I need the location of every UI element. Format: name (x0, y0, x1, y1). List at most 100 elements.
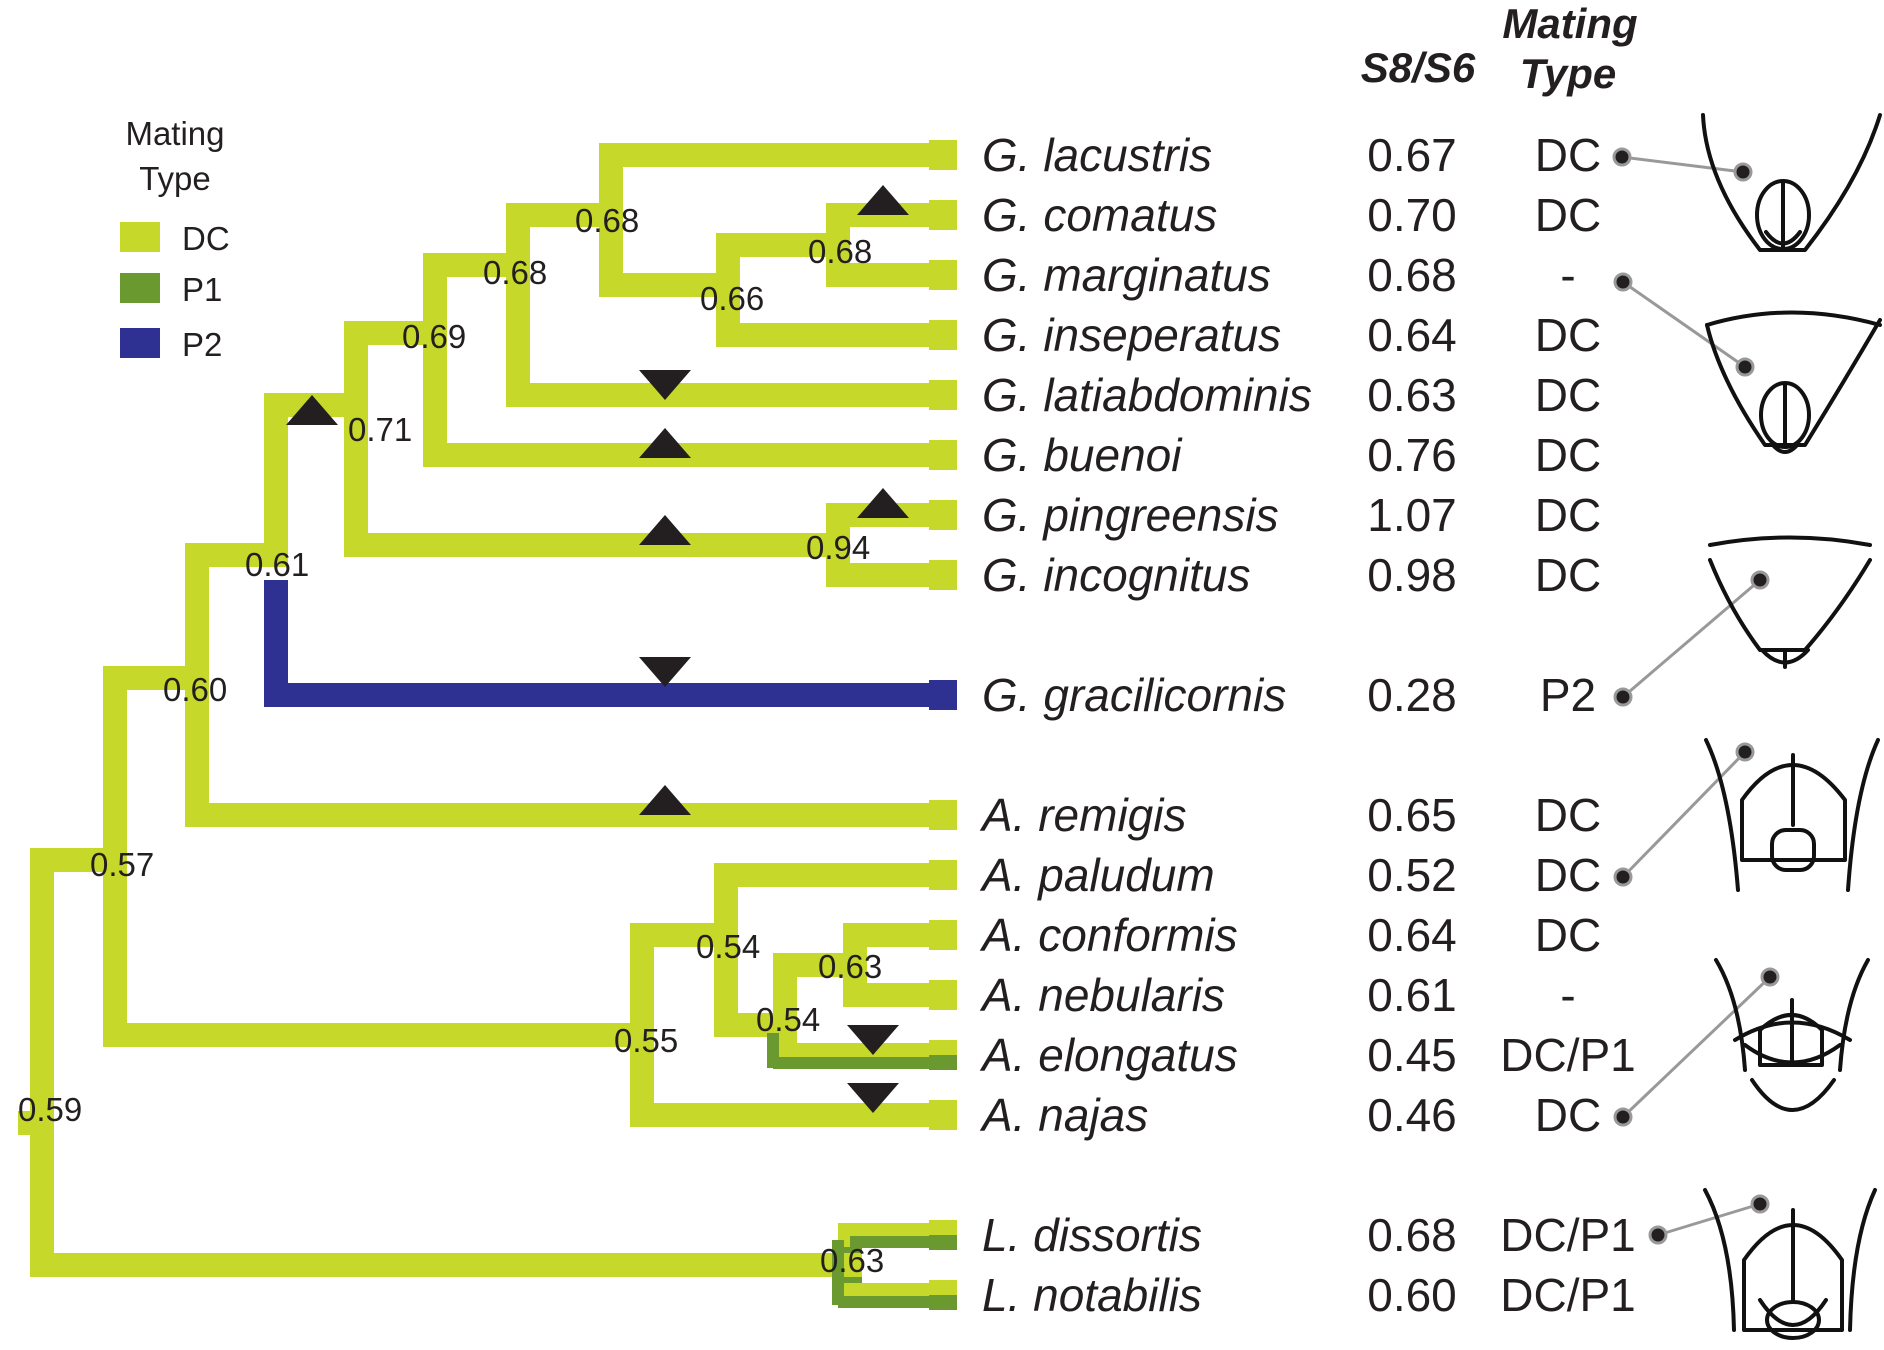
taxon-row: A. najas 0.46 DC (979, 1089, 1601, 1141)
leader-end-dot-a-najas (1760, 967, 1780, 987)
species-name: G. lacustris (982, 129, 1212, 181)
species-name: L. dissortis (982, 1209, 1202, 1261)
node-label-gerris-remigis: 0.60 (163, 671, 227, 708)
legend-title-line2: Type (139, 160, 211, 197)
node-label-root: 0.59 (18, 1091, 82, 1128)
mating-type-value: DC/P1 (1500, 1209, 1635, 1261)
leader-end-dot-g-lacustris (1733, 162, 1753, 182)
mating-type-value: DC (1535, 1089, 1601, 1141)
node-label-aquarius-conformis-clade: 0.54 (756, 1001, 820, 1038)
shift-up-triangle-gerris-dc-clade (286, 395, 338, 425)
leader-start-dot-a-paludum (1613, 867, 1633, 887)
abdomen-drawing-l-dissortis (1703, 1188, 1877, 1340)
node-label-aquarius-clade: 0.55 (614, 1022, 678, 1059)
ratio-value: 0.45 (1367, 1029, 1457, 1081)
legend-title-line1: Mating (125, 115, 224, 152)
mating-type-value: - (1560, 969, 1575, 1021)
leaf-marker-p1-a-elongatus (929, 1055, 957, 1070)
ratio-value: 0.52 (1367, 849, 1457, 901)
node-label-pingreensis-incognitus: 0.94 (806, 529, 870, 566)
leader-start-dot-l-dissortis (1648, 1225, 1668, 1245)
ratio-value: 1.07 (1367, 489, 1457, 541)
taxon-row: A. remigis 0.65 DC (979, 789, 1601, 841)
taxon-row: G. pingreensis 1.07 DC (982, 489, 1601, 541)
leader-end-dot-a-paludum (1735, 742, 1755, 762)
ratio-value: 0.60 (1367, 1269, 1457, 1321)
node-label-gerris-core: 0.61 (245, 546, 309, 583)
abdomen-drawing-g-marginatus (1705, 310, 1882, 454)
leader-line-a-paludum (1621, 750, 1747, 879)
taxon-row: A. paludum 0.52 DC (979, 849, 1601, 901)
shift-down-triangle-a-elongatus (847, 1025, 899, 1055)
legend-label-p2: P2 (182, 326, 222, 363)
mating-type-value: DC (1535, 789, 1601, 841)
shift-up-triangle-a-remigis (639, 785, 691, 815)
mating-type-value: DC (1535, 369, 1601, 421)
taxon-row: L. notabilis 0.60 DC/P1 (982, 1269, 1636, 1321)
leaf-marker-p1-l-dissortis (929, 1235, 957, 1250)
ratio-value: 0.64 (1367, 309, 1457, 361)
legend-swatch-p2 (120, 328, 160, 358)
leader-start-dot-g-lacustris (1612, 147, 1632, 167)
mating-type-value: DC (1535, 909, 1601, 961)
taxon-row: G. buenoi 0.76 DC (982, 429, 1601, 481)
mating-type-value: DC (1535, 309, 1601, 361)
rate-shift-markers (286, 185, 909, 1113)
legend-label-p1: P1 (182, 271, 222, 308)
abdomen-drawing-g-lacustris (1701, 113, 1882, 252)
leader-end-dot-g-gracilicornis (1750, 570, 1770, 590)
leader-line-a-najas (1621, 975, 1772, 1119)
species-name: G. buenoi (982, 429, 1183, 481)
taxon-row: A. nebularis 0.61 - (979, 969, 1576, 1021)
taxon-row: G. gracilicornis 0.28 P2 (982, 669, 1596, 721)
ratio-value: 0.68 (1367, 1209, 1457, 1261)
leader-start-dot-g-marginatus (1613, 272, 1633, 292)
node-label-gerris-inseperatus-clade: 0.66 (700, 280, 764, 317)
shift-down-triangle-a-najas (847, 1083, 899, 1113)
shift-up-triangle-g-comatus (857, 185, 909, 215)
node-label-gerris-dc-clade: 0.71 (348, 411, 412, 448)
ratio-value: 0.46 (1367, 1089, 1457, 1141)
shift-down-triangle-g-gracilicornis (639, 657, 691, 687)
legend: Mating Type DC P1 P2 (120, 115, 230, 363)
node-label-comatus-marginatus: 0.68 (808, 233, 872, 270)
leaf-marker-g-pingreensis (929, 500, 957, 530)
leaf-marker-g-buenoi (929, 440, 957, 470)
taxon-row: G. incognitus 0.98 DC (982, 549, 1601, 601)
leader-line-g-lacustris (1621, 155, 1744, 174)
mating-type-value: DC (1535, 189, 1601, 241)
node-label-gerris-lacustris-clade: 0.68 (575, 202, 639, 239)
leader-start-dot-a-najas (1613, 1107, 1633, 1127)
species-name: A. remigis (979, 789, 1186, 841)
taxon-row: G. latiabdominis 0.63 DC (982, 369, 1601, 421)
ratio-value: 0.70 (1367, 189, 1457, 241)
column-headers: S8/S6 Mating Type (1361, 0, 1638, 97)
mating-column-header-line2: Type (1520, 50, 1616, 97)
phylogenetic-tree (18, 143, 952, 1308)
species-name: G. gracilicornis (982, 669, 1286, 721)
taxon-row: G. marginatus 0.68 - (982, 249, 1576, 301)
ratio-value: 0.63 (1367, 369, 1457, 421)
ratio-value: 0.61 (1367, 969, 1457, 1021)
species-name: G. comatus (982, 189, 1217, 241)
taxon-row: L. dissortis 0.68 DC/P1 (982, 1209, 1636, 1261)
ratio-value: 0.98 (1367, 549, 1457, 601)
abdomen-drawing-g-gracilicornis (1708, 535, 1872, 669)
leaf-state-markers (929, 140, 957, 1310)
species-name: G. incognitus (982, 549, 1250, 601)
shift-up-triangle-pingreensis-incognitus (639, 515, 691, 545)
leaf-marker-a-nebularis (929, 980, 957, 1010)
taxon-row: G. lacustris 0.67 DC (982, 129, 1601, 181)
taxon-row: G. inseperatus 0.64 DC (982, 309, 1601, 361)
mating-type-value: DC (1535, 849, 1601, 901)
legend-swatch-p1 (120, 273, 160, 303)
ratio-value: 0.28 (1367, 669, 1457, 721)
leader-end-dot-g-marginatus (1735, 357, 1755, 377)
leaf-marker-g-marginatus (929, 260, 957, 290)
species-name: A. conformis (979, 909, 1238, 961)
abdomen-drawing-a-paludum (1704, 738, 1880, 892)
mating-type-value: DC/P1 (1500, 1269, 1635, 1321)
node-label-gerris-aquarius: 0.57 (90, 846, 154, 883)
leaf-marker-a-remigis (929, 800, 957, 830)
